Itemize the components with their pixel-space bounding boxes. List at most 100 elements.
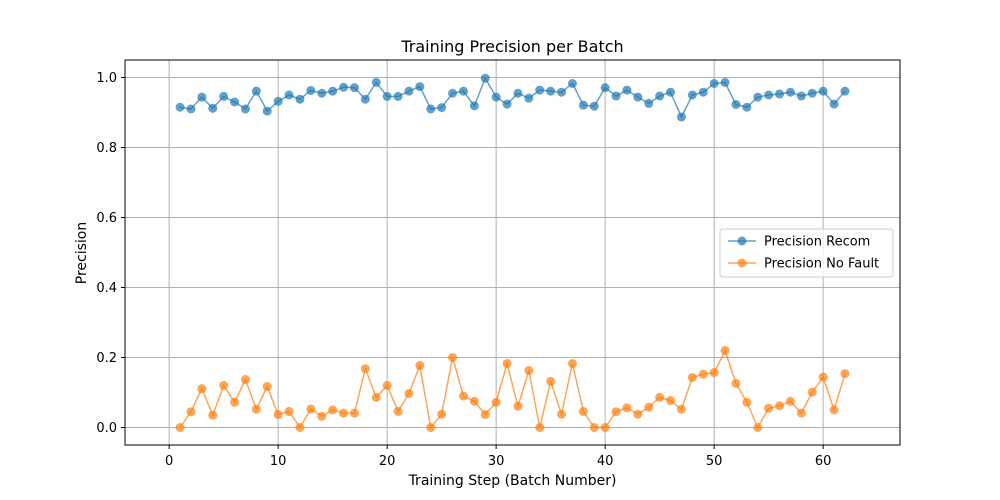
grid — [125, 60, 900, 445]
data-point — [273, 410, 283, 420]
data-point — [349, 408, 359, 418]
data-point — [709, 78, 719, 88]
data-point — [273, 96, 283, 106]
legend-marker-nofault — [737, 258, 747, 268]
data-point — [567, 358, 577, 368]
data-point — [208, 103, 218, 113]
data-point — [753, 423, 763, 432]
data-point — [720, 346, 730, 355]
data-point — [230, 97, 240, 107]
data-point — [633, 409, 643, 419]
data-point — [546, 86, 556, 96]
data-point — [458, 391, 468, 401]
data-point — [208, 410, 218, 420]
legend-marker-recom — [737, 236, 747, 246]
data-point — [328, 405, 338, 415]
data-point — [240, 104, 250, 114]
data-point — [491, 397, 501, 407]
data-point — [317, 411, 327, 421]
data-point — [404, 389, 414, 399]
data-point — [219, 381, 229, 390]
data-point — [262, 382, 272, 392]
data-point — [219, 91, 229, 101]
data-point — [437, 409, 447, 419]
data-point — [186, 104, 196, 114]
data-point — [807, 88, 817, 98]
data-point — [480, 73, 490, 83]
data-point — [644, 402, 654, 412]
data-point — [589, 423, 599, 432]
data-point — [742, 397, 752, 407]
data-point — [491, 92, 501, 102]
x-tick-label: 0 — [165, 454, 173, 469]
data-point — [295, 94, 305, 104]
y-axis-label: Precision — [74, 222, 90, 284]
data-point — [513, 401, 523, 411]
data-point — [829, 99, 839, 109]
data-point — [426, 104, 436, 114]
data-point — [230, 397, 240, 407]
data-point — [415, 82, 425, 92]
data-point — [393, 91, 403, 101]
data-point — [371, 392, 381, 402]
y-tick-label: 0.8 — [96, 141, 117, 156]
data-point — [295, 423, 305, 432]
data-point — [448, 353, 458, 362]
data-point — [578, 406, 588, 416]
data-point — [175, 423, 185, 432]
data-point — [186, 407, 196, 417]
data-point — [448, 88, 458, 98]
data-point — [382, 91, 392, 101]
data-point — [687, 90, 697, 100]
data-point — [567, 78, 577, 88]
data-point — [360, 364, 370, 374]
data-point — [349, 83, 359, 93]
data-point — [698, 87, 708, 97]
data-point — [339, 408, 349, 418]
data-point — [666, 396, 676, 406]
data-point — [666, 87, 676, 97]
data-point — [415, 361, 425, 371]
data-point — [731, 99, 741, 109]
data-point — [611, 407, 621, 417]
data-point — [785, 396, 795, 406]
data-point — [502, 358, 512, 368]
x-tick-label: 60 — [815, 454, 832, 469]
data-point — [382, 381, 392, 390]
data-point — [709, 368, 719, 378]
data-point — [829, 405, 839, 415]
data-point — [655, 91, 665, 101]
data-point — [775, 89, 785, 99]
data-point — [284, 406, 294, 416]
legend-label-nofault: Precision No Fault — [764, 257, 879, 272]
data-point — [426, 423, 436, 432]
data-point — [633, 92, 643, 102]
data-point — [818, 86, 828, 96]
data-point — [328, 86, 338, 96]
data-point — [339, 82, 349, 92]
data-point — [676, 112, 686, 122]
data-point — [764, 403, 774, 413]
data-point — [698, 369, 708, 379]
legend-label-recom: Precision Recom — [764, 235, 870, 250]
data-point — [600, 423, 610, 432]
data-point — [175, 102, 185, 112]
data-point — [840, 86, 850, 96]
data-point — [557, 409, 567, 419]
data-point — [306, 404, 316, 414]
data-point — [469, 396, 479, 406]
legend: Precision Recom Precision No Fault — [719, 228, 894, 278]
data-point — [589, 101, 599, 111]
data-point — [524, 93, 534, 103]
y-tick-label: 0.6 — [96, 211, 117, 226]
plot-frame — [124, 59, 901, 446]
data-point — [437, 103, 447, 113]
data-point — [764, 90, 774, 100]
x-tick-label: 30 — [488, 454, 505, 469]
data-point — [404, 86, 414, 96]
series-1 — [175, 346, 850, 432]
data-point — [360, 94, 370, 104]
data-point — [840, 369, 850, 379]
data-point — [557, 87, 567, 97]
